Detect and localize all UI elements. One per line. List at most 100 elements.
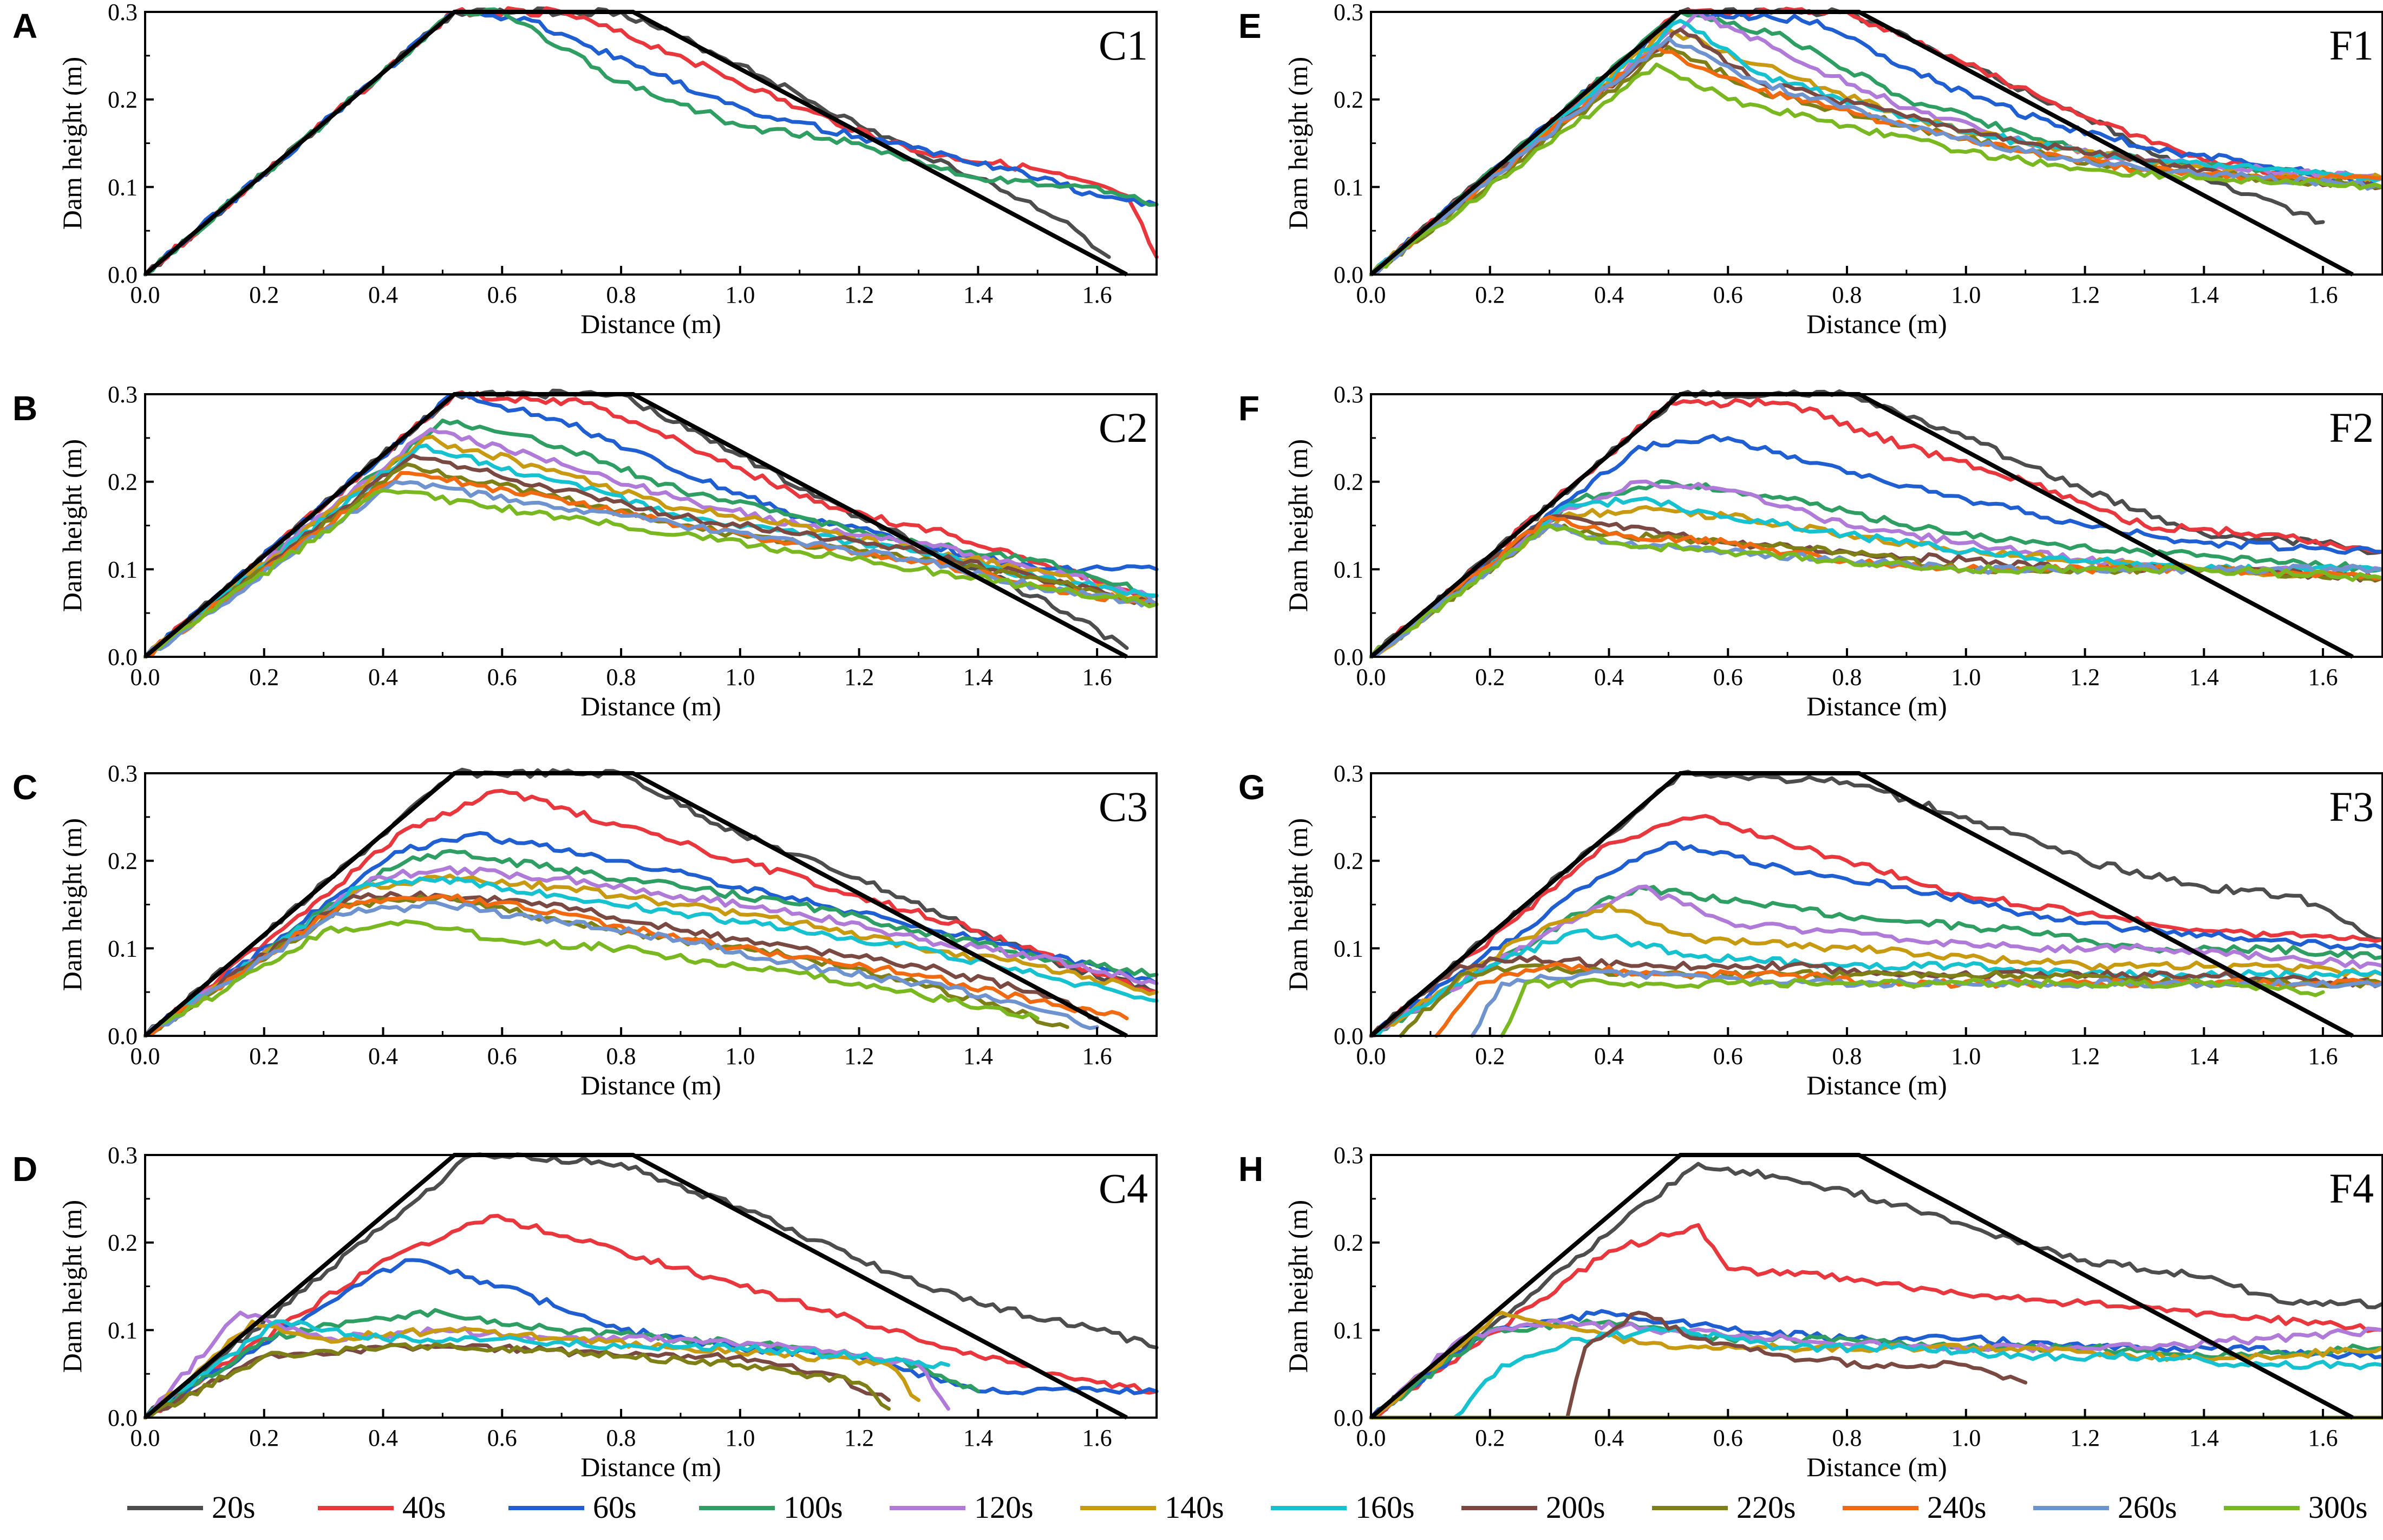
initial-profile-line (1369, 1153, 2354, 1420)
legend-item: 40s (318, 1490, 446, 1525)
legend-label: 220s (1736, 1490, 1796, 1525)
series-line-60s (1369, 840, 2383, 1038)
panel-letter: B (12, 389, 37, 428)
x-tick-label: 0.0 (130, 1425, 160, 1451)
legend-label: 240s (1927, 1490, 1987, 1525)
y-tick-label: 0.3 (108, 381, 138, 408)
x-tick-label: 0.0 (1356, 664, 1386, 690)
x-tick-label: 0.6 (1713, 1425, 1743, 1451)
series-line-200s (143, 1342, 891, 1420)
x-tick-label: 1.2 (844, 1043, 874, 1069)
x-tick-label: 0.0 (1356, 1425, 1386, 1451)
legend-item: 220s (1652, 1490, 1796, 1525)
initial-profile-line (1369, 771, 2354, 1038)
condition-tag: C3 (1099, 783, 1148, 830)
series-line-20s (1369, 7, 2325, 277)
series-line-140s (1369, 903, 2383, 1038)
y-tick-label: 0.3 (108, 1142, 138, 1169)
y-tick-label: 0.3 (108, 760, 138, 787)
x-tick-label: 0.6 (1713, 1043, 1743, 1069)
legend-item: 20s (127, 1490, 256, 1525)
legend-label: 260s (2118, 1490, 2177, 1525)
x-tick-label: 1.0 (725, 1043, 755, 1069)
legend-item: 300s (2224, 1490, 2368, 1525)
x-tick-label: 1.0 (1951, 1043, 1981, 1069)
y-tick-label: 0.0 (1334, 262, 1363, 288)
legend-label: 300s (2308, 1490, 2368, 1525)
y-tick-label: 0.1 (108, 935, 138, 962)
y-tick-label: 0.2 (108, 87, 138, 113)
condition-tag: C2 (1099, 404, 1148, 451)
y-tick-label: 0.2 (108, 469, 138, 495)
x-tick-label: 0.0 (130, 1043, 160, 1069)
y-tick-label: 0.1 (108, 174, 138, 200)
x-tick-label: 1.4 (2189, 664, 2219, 690)
series-line-40s (143, 1213, 1159, 1420)
x-tick-label: 1.4 (2189, 282, 2219, 308)
legend-item: 60s (508, 1490, 637, 1525)
x-tick-label: 1.0 (1951, 1425, 1981, 1451)
y-tick-label: 0.2 (1334, 1230, 1363, 1256)
condition-tag: C4 (1099, 1165, 1148, 1212)
series-line-20s (1369, 1161, 2383, 1420)
x-tick-label: 0.6 (487, 1425, 517, 1451)
x-tick-label: 0.4 (1594, 1425, 1624, 1451)
x-tick-label: 1.6 (1082, 664, 1112, 690)
y-tick-label: 0.2 (108, 1230, 138, 1256)
x-tick-label: 0.4 (1594, 1043, 1624, 1069)
series-line-300s (143, 488, 1159, 659)
x-tick-label: 1.2 (2070, 664, 2100, 690)
x-tick-label: 1.4 (2189, 1043, 2219, 1069)
condition-tag: F1 (2329, 22, 2374, 69)
x-tick-label: 0.6 (487, 664, 517, 690)
series-line-40s (1369, 814, 2383, 1038)
y-tick-label: 0.2 (108, 848, 138, 875)
y-tick-label: 0.0 (1334, 1405, 1363, 1431)
x-tick-label: 0.6 (487, 1043, 517, 1069)
x-tick-label: 0.4 (1594, 282, 1624, 308)
x-tick-label: 1.2 (844, 1425, 874, 1451)
y-axis-label: Dam height (m) (57, 57, 87, 230)
legend-label: 160s (1355, 1490, 1415, 1525)
legend-item: 240s (1843, 1490, 1987, 1525)
y-tick-label: 0.2 (1334, 469, 1363, 495)
x-tick-label: 1.2 (844, 282, 874, 308)
x-tick-label: 0.0 (130, 282, 160, 308)
panel-d: 0.0 0.2 0.4 0.6 0.8 1.0 1.2 1.4 1.6 0.0 0.1 0.2 0.3 D… (12, 1142, 1159, 1482)
y-tick-label: 0.1 (1334, 556, 1363, 583)
x-tick-label: 0.4 (368, 1425, 398, 1451)
series-line-300s (1369, 524, 2383, 659)
series-line-140s (143, 435, 1159, 659)
series-line-40s (1369, 1223, 2383, 1420)
x-axis-label: Distance (m) (580, 1070, 721, 1100)
x-tick-label: 0.8 (1832, 1043, 1862, 1069)
x-tick-label: 1.0 (725, 664, 755, 690)
condition-tag: C1 (1099, 22, 1148, 69)
y-tick-label: 0.0 (1334, 644, 1363, 670)
legend-label: 20s (212, 1490, 256, 1525)
y-tick-label: 0.2 (1334, 848, 1363, 875)
x-tick-label: 1.4 (963, 1043, 993, 1069)
series-line-240s (143, 893, 1129, 1038)
legend: 20s 40s 60s 100s 120s 140s 160s 200s 220s 240s 260… (127, 1490, 2368, 1525)
legend-item: 160s (1271, 1490, 1415, 1525)
series-line-100s (1369, 1319, 2383, 1420)
series-line-300s (143, 919, 1040, 1038)
y-axis-label: Dam height (m) (57, 818, 87, 991)
legend-item: 200s (1461, 1490, 1605, 1525)
x-tick-label: 0.2 (1475, 664, 1505, 690)
panel-letter: F (1238, 389, 1259, 428)
series-line-20s (143, 1152, 1159, 1420)
x-tick-label: 1.6 (2308, 1043, 2338, 1069)
x-tick-label: 1.2 (2070, 1425, 2100, 1451)
y-tick-label: 0.0 (108, 1405, 138, 1431)
x-tick-label: 0.8 (1832, 1425, 1862, 1451)
y-axis-label: Dam height (m) (57, 1200, 87, 1373)
x-tick-label: 0.2 (249, 1425, 279, 1451)
initial-profile-line (143, 1153, 1128, 1420)
x-axis-label: Distance (m) (580, 1452, 721, 1482)
legend-label: 60s (593, 1490, 637, 1525)
x-tick-label: 0.8 (1832, 664, 1862, 690)
legend-label: 140s (1165, 1490, 1224, 1525)
